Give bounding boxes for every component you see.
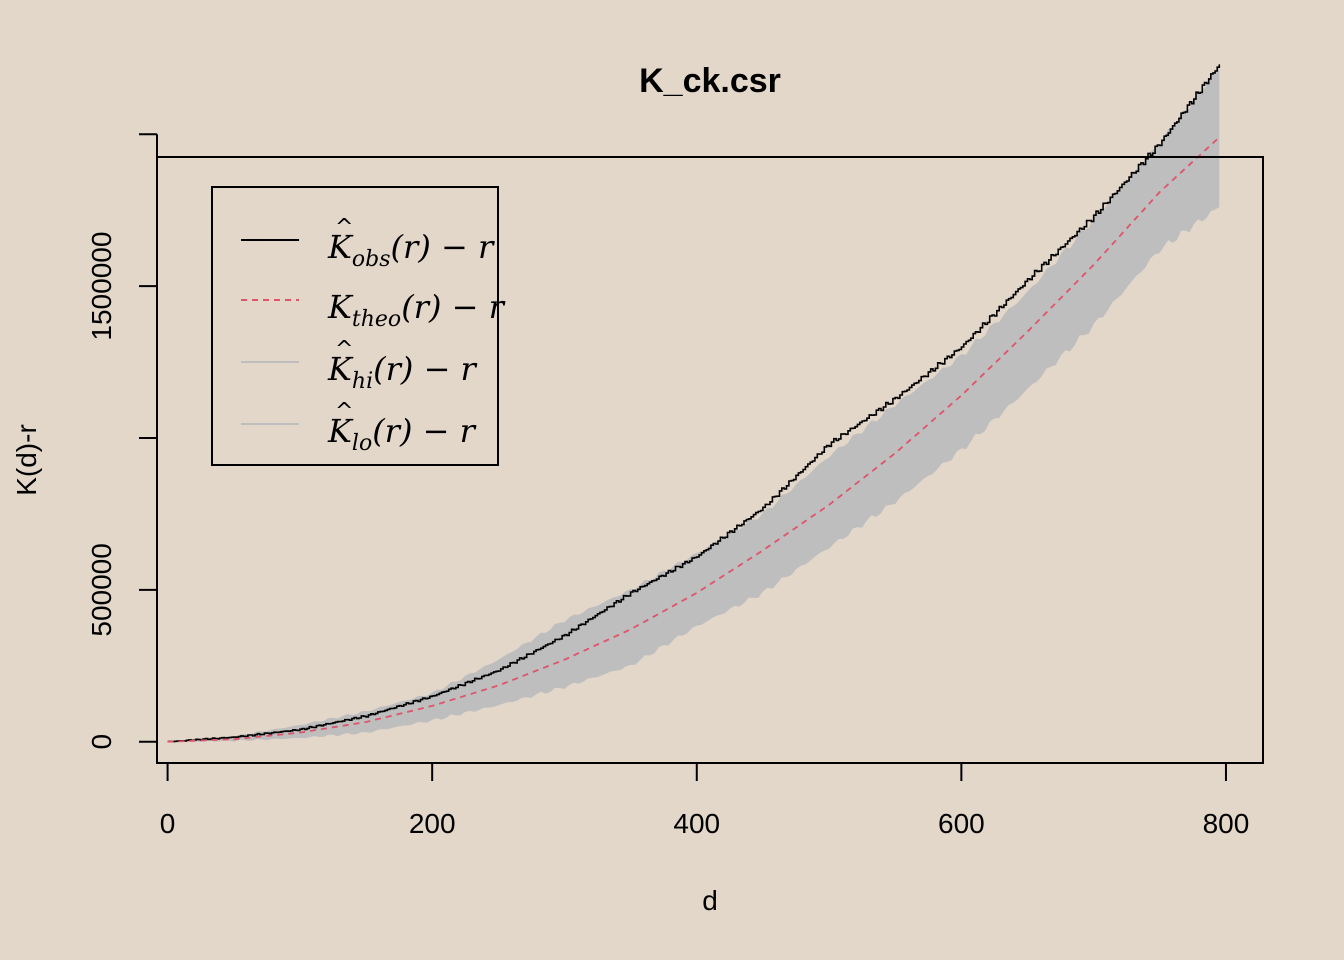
legend-label-2: Khi(r) − r <box>327 350 478 394</box>
x-tick-label: 0 <box>160 808 176 839</box>
y-tick-label: 1500000 <box>86 232 117 341</box>
legend-hat-3: ^ <box>335 399 353 424</box>
x-tick-label: 800 <box>1203 808 1250 839</box>
x-tick-label: 400 <box>673 808 720 839</box>
chart-title: K_ck.csr <box>639 62 781 100</box>
legend-hat-0: ^ <box>335 215 353 240</box>
plot-area <box>167 64 1221 743</box>
x-tick-label: 600 <box>938 808 985 839</box>
series-line-theo <box>167 136 1220 743</box>
legend-label-3: Klo(r) − r <box>327 412 477 456</box>
legend-hat-2: ^ <box>335 337 353 362</box>
legend-label-0: Kobs(r) − r <box>327 228 495 272</box>
x-tick-label: 200 <box>409 808 456 839</box>
y-tick-label: 500000 <box>86 543 117 636</box>
series-line-obs <box>167 64 1221 743</box>
legend-label-1: Ktheo(r) − r <box>327 288 506 332</box>
x-axis: 0 200 400 600 800 <box>160 762 1250 839</box>
envelope-band <box>167 67 1220 742</box>
legend-box <box>211 186 499 466</box>
x-axis-label: d <box>702 885 718 916</box>
y-axis-label: K(d)-r <box>11 424 42 496</box>
y-axis: 0 500000 1500000 <box>86 133 158 750</box>
y-tick-label: 0 <box>86 734 117 750</box>
